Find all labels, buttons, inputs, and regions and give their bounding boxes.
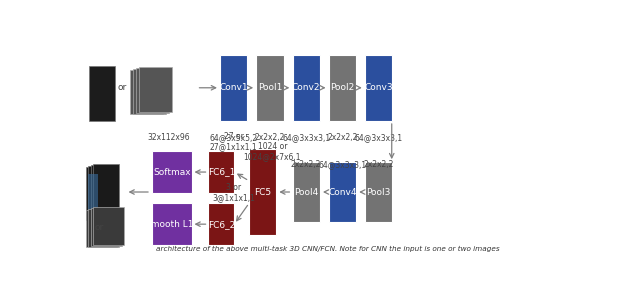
Bar [132, 69, 166, 113]
Bar [152, 151, 191, 193]
Text: architecture of the above multi-task 3D CNN/FCN. Note for CNN the input is one o: architecture of the above multi-task 3D … [156, 246, 500, 252]
Text: 64@3x3x3,1: 64@3x3x3,1 [282, 133, 330, 142]
Text: Conv3: Conv3 [364, 83, 393, 92]
Text: Conv1: Conv1 [220, 83, 248, 92]
Bar [91, 208, 122, 246]
Bar [93, 207, 124, 245]
Text: 1024 or
1024@2x7x6,1: 1024 or 1024@2x7x6,1 [244, 142, 301, 162]
Bar [88, 174, 99, 212]
Text: 64@3x3x3,1: 64@3x3x3,1 [318, 160, 367, 169]
Text: 2x2x2,2: 2x2x2,2 [291, 160, 321, 169]
Text: or: or [118, 83, 127, 92]
Text: or: or [94, 223, 104, 232]
Bar [329, 54, 356, 121]
Text: FC6_2: FC6_2 [208, 220, 235, 229]
Bar [86, 166, 112, 220]
Text: Pool3: Pool3 [367, 187, 391, 196]
Text: Conv2: Conv2 [292, 83, 321, 92]
Text: 2x2x2,2: 2x2x2,2 [364, 160, 394, 169]
Text: 27 or
27@1x1x1,1: 27 or 27@1x1x1,1 [210, 132, 257, 151]
Bar [138, 67, 172, 112]
Bar [365, 162, 392, 222]
Bar [292, 162, 320, 222]
Bar [329, 162, 356, 222]
Bar [249, 149, 276, 235]
Bar [136, 68, 169, 113]
Bar [209, 151, 234, 193]
Text: Smooth L1*: Smooth L1* [145, 220, 198, 229]
Bar [91, 165, 116, 218]
Text: 32x112x96: 32x112x96 [147, 133, 189, 142]
Bar [129, 70, 163, 114]
Bar [220, 54, 248, 121]
Bar [88, 209, 119, 247]
Text: 3 or
3@1x1x1,1: 3 or 3@1x1x1,1 [212, 183, 255, 202]
Text: Pool4: Pool4 [294, 187, 318, 196]
Bar [152, 203, 191, 245]
Text: FC5: FC5 [254, 187, 271, 196]
Text: 64@3x3x3,1: 64@3x3x3,1 [355, 133, 403, 142]
Text: Pool1: Pool1 [258, 83, 282, 92]
Text: 64@3x5x5,2: 64@3x5x5,2 [210, 133, 258, 142]
Bar [365, 54, 392, 121]
Text: 2x2x2,2: 2x2x2,2 [255, 133, 285, 142]
Bar [93, 164, 119, 217]
Bar [86, 210, 116, 247]
Bar [257, 54, 284, 121]
Text: FC6_1: FC6_1 [207, 168, 235, 177]
Text: Softmax: Softmax [153, 168, 191, 177]
Bar [89, 66, 115, 121]
Text: Conv4: Conv4 [328, 187, 356, 196]
Bar [209, 203, 234, 245]
Bar [88, 166, 114, 219]
Text: Pool2: Pool2 [330, 83, 355, 92]
Text: 2x2x2,2: 2x2x2,2 [327, 133, 358, 142]
Bar [292, 54, 320, 121]
